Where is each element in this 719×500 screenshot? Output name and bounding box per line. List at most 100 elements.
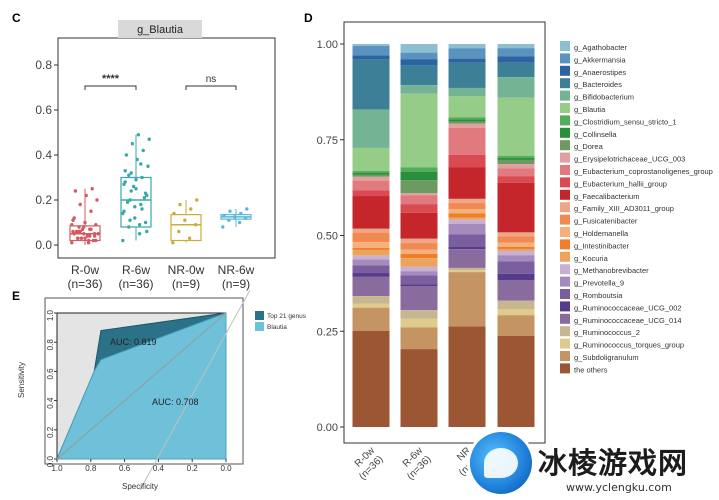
stacked-segment — [352, 273, 390, 277]
stacked-segment — [352, 176, 390, 181]
legend-entry: g_Holdemanella — [574, 229, 629, 238]
legend-entry: g_Akkermansia — [574, 55, 627, 64]
stacked-segment — [400, 93, 438, 168]
data-point — [78, 229, 82, 234]
x-tick-group: R-6w(n=36) — [401, 445, 434, 482]
panel-label-e: E — [12, 289, 20, 303]
legend-swatch — [560, 276, 570, 287]
legend-entry: g_Agathobacter — [574, 43, 627, 52]
legend-swatch — [560, 251, 570, 262]
data-point — [134, 187, 138, 191]
data-point — [183, 218, 187, 222]
x-tick-label: 0.0 — [220, 464, 232, 473]
stacked-segment — [400, 44, 438, 53]
stacked-segment — [352, 196, 390, 229]
data-point — [74, 229, 79, 234]
legend-swatch — [560, 326, 570, 337]
stacked-segment — [352, 109, 390, 148]
data-point — [70, 241, 74, 245]
stacked-segment — [400, 284, 438, 287]
stacked-segment — [448, 62, 486, 88]
x-tick-count: (n=36) — [67, 277, 102, 291]
stacked-segment — [352, 265, 390, 274]
data-point — [137, 223, 142, 227]
stacked-segment — [497, 248, 535, 252]
y-tick-label: 0.4 — [46, 397, 55, 409]
y-tick-label: 1.0 — [46, 309, 55, 321]
stacked-segment — [352, 249, 390, 256]
data-point — [86, 241, 91, 245]
stacked-segment — [352, 45, 390, 56]
data-point — [72, 232, 76, 236]
x-tick-label: 0.4 — [153, 464, 165, 473]
stacked-segment — [448, 123, 486, 128]
x-tick-count: (n=9) — [222, 277, 250, 291]
stacked-segment — [352, 180, 390, 191]
stacked-segment — [352, 255, 390, 260]
data-point — [245, 207, 249, 211]
y-tick-label: 0.0 — [35, 238, 52, 252]
data-point — [82, 225, 86, 229]
y-tick-label: 0.25 — [317, 326, 338, 338]
y-tick-label: 0.00 — [317, 422, 338, 434]
stacked-segment — [497, 182, 535, 233]
panel-label-d: D — [304, 11, 313, 25]
watermark-logo-icon — [484, 448, 518, 478]
stacked-segment — [448, 58, 486, 63]
legend-swatch — [560, 264, 570, 275]
x-tick-label: 0.6 — [119, 464, 131, 473]
stacked-segment — [400, 327, 438, 350]
x-tick-label: 0.2 — [187, 464, 199, 473]
box-rect — [120, 176, 152, 228]
y-tick-label: 0.8 — [46, 339, 55, 351]
legend-entry: g_Eubacterium_hallii_group — [574, 179, 667, 188]
data-point — [143, 191, 148, 195]
legend-entry: g_Methanobrevibacter — [574, 266, 649, 275]
watermark-title: 冰棱游戏网 — [538, 446, 689, 480]
stacked-segment — [497, 261, 535, 274]
data-point — [76, 236, 80, 240]
data-point — [125, 200, 130, 204]
stacked-segment — [400, 167, 438, 172]
stacked-segment — [400, 318, 438, 328]
data-point — [70, 223, 74, 227]
data-point — [172, 211, 176, 216]
data-point — [127, 225, 131, 229]
stacked-segment — [400, 349, 438, 427]
diagonal-extension — [139, 289, 251, 491]
data-point — [128, 198, 132, 202]
data-point — [135, 157, 139, 162]
stacked-segment — [400, 180, 438, 194]
data-point — [129, 189, 133, 193]
data-point — [129, 171, 133, 175]
stacked-segment — [497, 62, 535, 78]
legend-swatch — [560, 65, 570, 76]
legend-swatch — [560, 301, 570, 312]
data-point — [84, 193, 88, 198]
data-point — [139, 202, 143, 207]
stacked-segment — [352, 44, 390, 46]
stacked-segment — [448, 87, 486, 97]
stacked-segment — [400, 195, 438, 205]
data-point — [71, 218, 75, 222]
legend-swatch — [560, 115, 570, 126]
panel-c-title-strip — [118, 20, 202, 38]
data-point — [121, 238, 125, 243]
data-point — [146, 164, 150, 168]
data-point — [147, 137, 151, 141]
data-point — [221, 225, 225, 229]
legend-swatch — [560, 78, 570, 89]
x-tick-count: (n=36) — [118, 277, 153, 291]
legend-swatch — [560, 177, 570, 188]
stacked-segment — [448, 272, 486, 327]
legend-entry: g_Bifidobacterium — [574, 93, 634, 102]
data-point — [134, 178, 138, 182]
stacked-segment — [400, 85, 438, 94]
y-tick-label: 0.6 — [46, 368, 55, 380]
legend-entry: g_Intestinibacter — [574, 241, 630, 250]
stacked-segment — [497, 335, 535, 427]
x-tick-label: R-0w — [71, 263, 99, 277]
stacked-segment — [400, 238, 438, 244]
stacked-segment — [448, 167, 486, 199]
stacked-segment — [352, 174, 390, 177]
